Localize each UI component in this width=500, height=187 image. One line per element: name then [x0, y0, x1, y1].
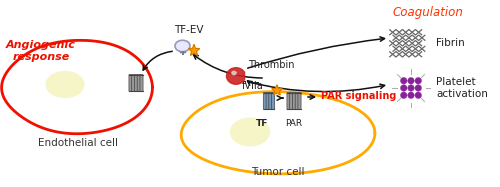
Text: PAR signaling: PAR signaling — [321, 91, 396, 101]
FancyBboxPatch shape — [295, 93, 298, 110]
FancyBboxPatch shape — [264, 93, 266, 110]
Ellipse shape — [400, 85, 407, 91]
Text: Fibrin: Fibrin — [436, 38, 465, 48]
Ellipse shape — [408, 92, 414, 99]
Polygon shape — [2, 40, 152, 134]
FancyBboxPatch shape — [132, 74, 135, 91]
FancyBboxPatch shape — [272, 93, 274, 110]
Ellipse shape — [415, 77, 422, 84]
Text: Platelet
activation: Platelet activation — [436, 77, 488, 99]
FancyBboxPatch shape — [129, 74, 132, 91]
Ellipse shape — [415, 85, 422, 91]
Ellipse shape — [408, 85, 414, 91]
Ellipse shape — [400, 92, 407, 99]
Ellipse shape — [400, 77, 407, 84]
Polygon shape — [188, 45, 200, 55]
Ellipse shape — [46, 71, 84, 97]
Ellipse shape — [230, 118, 270, 146]
Polygon shape — [181, 92, 375, 174]
FancyBboxPatch shape — [269, 93, 272, 110]
Text: Thrombin: Thrombin — [248, 60, 294, 70]
FancyBboxPatch shape — [292, 93, 296, 110]
Ellipse shape — [232, 71, 236, 75]
FancyBboxPatch shape — [290, 93, 293, 110]
FancyBboxPatch shape — [266, 93, 269, 110]
FancyBboxPatch shape — [298, 93, 301, 110]
FancyBboxPatch shape — [287, 93, 290, 110]
Text: Angiogenic
response: Angiogenic response — [6, 40, 76, 62]
Ellipse shape — [175, 40, 190, 52]
FancyBboxPatch shape — [134, 74, 138, 91]
FancyBboxPatch shape — [137, 74, 140, 91]
Text: TF: TF — [256, 119, 268, 128]
Text: PAR: PAR — [286, 119, 302, 128]
Ellipse shape — [408, 77, 414, 84]
Polygon shape — [226, 68, 244, 84]
Text: fVIIa: fVIIa — [242, 81, 264, 91]
Ellipse shape — [415, 92, 422, 99]
Text: Coagulation: Coagulation — [392, 5, 463, 19]
Text: Tumor cell: Tumor cell — [251, 167, 304, 177]
Text: TF-EV: TF-EV — [174, 25, 204, 35]
FancyBboxPatch shape — [140, 74, 143, 91]
Text: Endothelial cell: Endothelial cell — [38, 138, 117, 148]
Polygon shape — [272, 85, 282, 95]
